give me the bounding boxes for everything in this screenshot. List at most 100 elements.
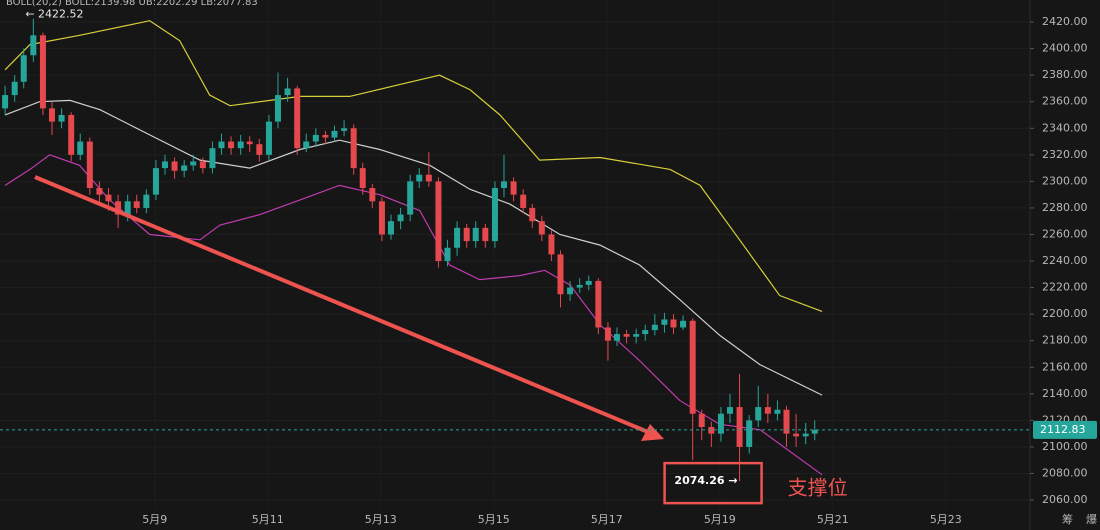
candle-body — [48, 108, 55, 122]
toolbar-icon[interactable]: 筹 — [1062, 512, 1073, 526]
y-tick-label: 2300.00 — [1042, 174, 1088, 187]
bollinger-bands — [4, 20, 823, 476]
candle-body — [77, 141, 84, 155]
high-label: ← 2422.52 — [25, 8, 83, 21]
candle-body — [312, 134, 319, 142]
candle-body — [228, 141, 235, 149]
indicator-text: BOLL(20,2) BOLL:2139.98 UB:2202.29 LB:20… — [6, 0, 258, 8]
candle-body — [350, 128, 357, 169]
last-price-box — [1033, 420, 1097, 439]
y-tick-label: 2220.00 — [1042, 281, 1088, 294]
candle-body — [633, 334, 640, 337]
candle-body — [520, 194, 527, 208]
candle-body — [793, 433, 800, 437]
candle-body — [246, 141, 253, 145]
candle-body — [764, 407, 771, 414]
candle-body — [378, 201, 385, 235]
candle-body — [604, 327, 611, 341]
candle-body — [425, 174, 432, 182]
candle-body — [585, 280, 592, 285]
candle-body — [303, 141, 310, 149]
support-label: 支撑位 — [788, 476, 848, 500]
candle-body — [341, 128, 348, 131]
band-line — [4, 154, 823, 476]
candle-body — [435, 181, 442, 262]
candle-body — [369, 188, 376, 202]
candle-body — [482, 227, 489, 242]
candle-body — [557, 254, 564, 295]
candle-body — [199, 161, 206, 169]
candle-body — [265, 121, 272, 155]
candle-body — [133, 201, 140, 208]
candle-body — [746, 420, 753, 447]
low-label: 2074.26 → — [674, 474, 737, 487]
candle-body — [472, 227, 479, 242]
candle-body — [595, 280, 602, 328]
candle-body — [726, 407, 733, 414]
candle-body — [171, 161, 178, 171]
candle-body — [736, 407, 743, 447]
candle-body — [284, 88, 291, 96]
trend-arrow-head — [641, 424, 664, 441]
candle-body — [811, 429, 818, 434]
candle-body — [661, 319, 668, 325]
toolbar-icon[interactable]: 爆 — [1086, 512, 1097, 526]
candle-body — [510, 181, 517, 195]
candle-body — [39, 35, 46, 109]
candle-body — [86, 141, 93, 189]
y-tick-label: 2400.00 — [1042, 42, 1088, 55]
candle-body — [397, 214, 404, 222]
candle-body — [124, 201, 131, 215]
last-price-label: 2112.83 — [1040, 423, 1086, 436]
candles — [2, 18, 818, 482]
x-tick-label: 5月23 — [930, 513, 962, 526]
candle-body — [68, 114, 75, 155]
x-tick-label: 5月19 — [704, 513, 736, 526]
candle-body — [529, 207, 536, 222]
y-tick-label: 2260.00 — [1042, 227, 1088, 240]
candle-body — [143, 194, 150, 208]
x-tick-label: 5月21 — [817, 513, 849, 526]
x-tick-label: 5月11 — [252, 513, 284, 526]
candle-body — [689, 320, 696, 414]
y-tick-label: 2360.00 — [1042, 95, 1088, 108]
y-tick-label: 2180.00 — [1042, 334, 1088, 347]
candle-body — [190, 161, 197, 166]
y-tick-label: 2420.00 — [1042, 15, 1088, 28]
candle-body — [642, 330, 649, 335]
y-tick-label: 2340.00 — [1042, 121, 1088, 134]
candle-body — [454, 227, 461, 248]
band-line — [4, 20, 823, 313]
y-tick-label: 2240.00 — [1042, 254, 1088, 267]
candle-body — [755, 407, 762, 421]
candle-body — [2, 95, 9, 109]
candle-body — [115, 201, 122, 215]
candle-body — [274, 95, 281, 122]
candle-body — [11, 81, 18, 96]
band-line — [4, 99, 823, 396]
y-tick-label: 2080.00 — [1042, 466, 1088, 479]
candle-body — [613, 334, 620, 341]
candle-body — [387, 221, 394, 235]
candle-body — [161, 161, 168, 169]
x-tick-label: 5月15 — [478, 513, 510, 526]
y-tick-label: 2140.00 — [1042, 387, 1088, 400]
candle-body — [20, 55, 27, 82]
candle-body — [774, 409, 781, 414]
x-tick-label: 5月13 — [365, 513, 397, 526]
y-tick-label: 2280.00 — [1042, 201, 1088, 214]
low-label-box — [663, 461, 763, 505]
candle-body — [670, 319, 677, 328]
candle-body — [152, 168, 159, 195]
candle-body — [444, 247, 451, 262]
candle-body — [30, 35, 37, 56]
y-tick-label: 2100.00 — [1042, 440, 1088, 453]
candle-body — [237, 141, 244, 149]
candle-body — [105, 194, 112, 202]
y-tick-label: 2200.00 — [1042, 307, 1088, 320]
y-tick-label: 2320.00 — [1042, 148, 1088, 161]
candle-body — [548, 234, 555, 255]
candle-body — [491, 188, 498, 242]
candle-body — [294, 88, 301, 149]
